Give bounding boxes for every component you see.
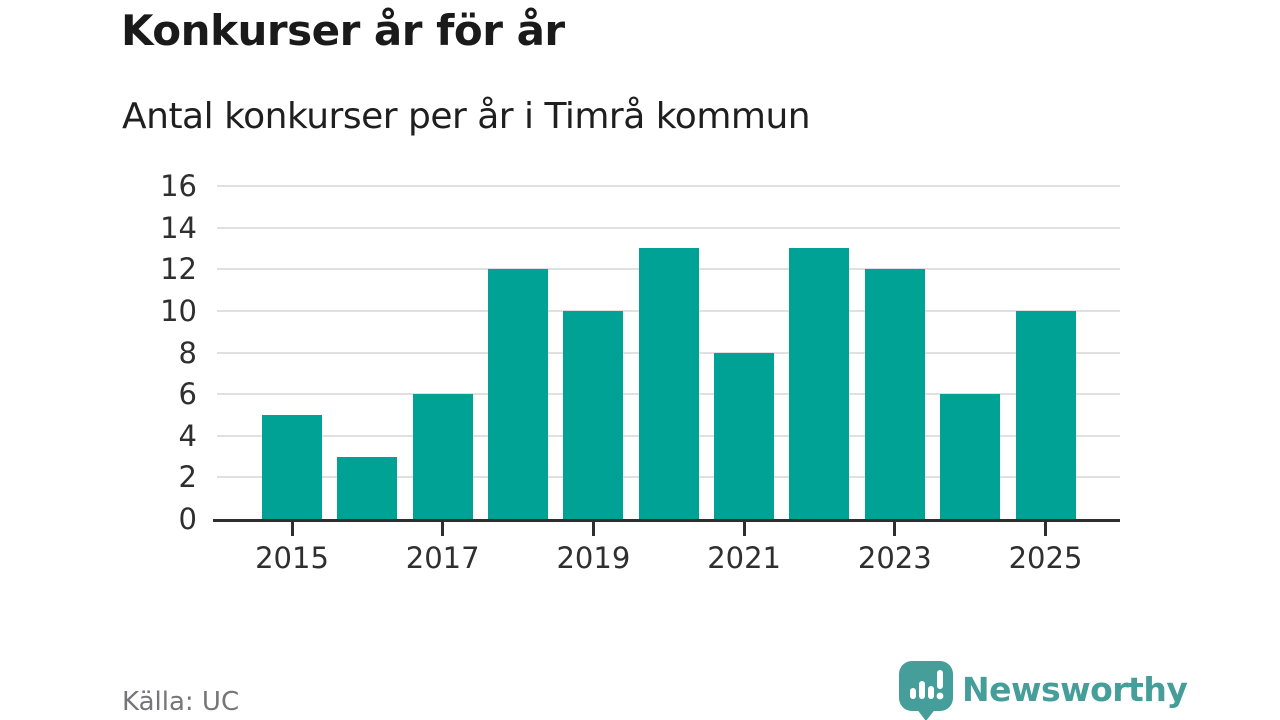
bar-2019 — [563, 310, 624, 519]
y-tick-label-0: 0 — [178, 502, 197, 536]
y-tick-label-10: 10 — [160, 293, 197, 328]
y-tick-label-14: 14 — [160, 210, 197, 245]
bar-2020 — [638, 248, 699, 519]
x-tick-label-2017: 2017 — [405, 541, 480, 575]
y-tick-label-4: 4 — [178, 418, 197, 453]
x-tick-2025 — [1044, 522, 1047, 536]
x-tick-2017 — [441, 522, 445, 536]
gridline-y-16 — [217, 185, 1120, 187]
x-tick-label-2025: 2025 — [1008, 541, 1083, 575]
bar-2017 — [412, 394, 473, 519]
plot-area — [213, 185, 1120, 519]
bar-2018 — [488, 269, 549, 519]
bar-2015 — [262, 414, 322, 519]
y-axis-labels: 0 2 4 6 8 10 12 14 16 — [100, 169, 197, 536]
bar-2023 — [864, 269, 925, 519]
gridline-y-14 — [217, 226, 1120, 229]
x-tick-label-2015: 2015 — [255, 541, 329, 575]
newsworthy-logo-text: Newsworthy — [962, 670, 1188, 709]
bar-2022 — [789, 248, 850, 519]
bar-2024 — [940, 394, 1001, 519]
x-tick-2015 — [290, 522, 294, 536]
newsworthy-logo: Newsworthy — [898, 660, 1188, 720]
y-tick-label-12: 12 — [160, 252, 197, 287]
x-tick-2021 — [742, 522, 746, 536]
bar-2025 — [1015, 310, 1076, 519]
y-tick-label-6: 6 — [178, 377, 197, 412]
chart-title: Konkurser år för år — [121, 6, 565, 55]
bar-2016 — [337, 456, 398, 519]
x-tick-label-2021: 2021 — [707, 541, 781, 575]
x-axis-line — [213, 519, 1120, 522]
bar-2021 — [714, 352, 775, 519]
y-tick-label-16: 16 — [160, 169, 197, 203]
y-tick-label-8: 8 — [178, 335, 197, 370]
x-tick-2019 — [591, 522, 595, 536]
y-tick-label-2: 2 — [178, 460, 197, 495]
bar-chart-speech-bubble-icon — [899, 661, 953, 720]
source-label: Källa: UC — [122, 687, 240, 717]
x-tick-2023 — [893, 522, 897, 536]
chart-subtitle: Antal konkurser per år i Timrå kommun — [122, 96, 811, 137]
x-tick-label-2019: 2019 — [556, 541, 631, 575]
x-tick-label-2023: 2023 — [857, 541, 932, 575]
